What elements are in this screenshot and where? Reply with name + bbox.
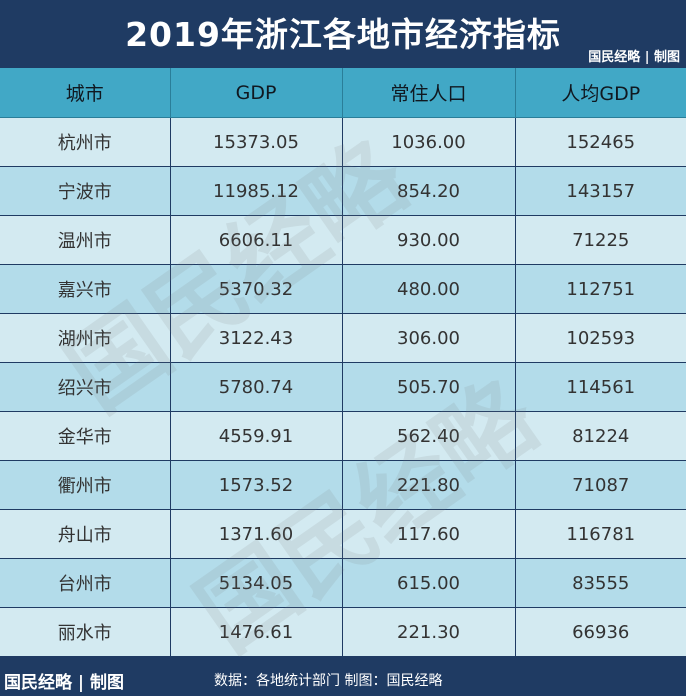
cell-population: 117.60 bbox=[342, 509, 516, 559]
cell-population: 854.20 bbox=[342, 166, 516, 216]
page-title: 2019年浙江各地市经济指标 bbox=[125, 15, 561, 54]
cell-gdp: 5370.32 bbox=[170, 264, 343, 314]
cell-gdp-per-capita: 71087 bbox=[515, 460, 686, 510]
cell-gdp-per-capita: 83555 bbox=[515, 558, 686, 608]
column-header-gdp: GDP bbox=[170, 68, 343, 118]
cell-gdp-per-capita: 71225 bbox=[515, 215, 686, 265]
cell-population: 221.30 bbox=[342, 607, 516, 657]
cell-gdp-per-capita: 114561 bbox=[515, 362, 686, 412]
cell-population: 615.00 bbox=[342, 558, 516, 608]
cell-gdp: 4559.91 bbox=[170, 411, 343, 461]
cell-population: 505.70 bbox=[342, 362, 516, 412]
column-header-population: 常住人口 bbox=[342, 68, 516, 118]
table-header-row: 城市 GDP 常住人口 人均GDP bbox=[0, 68, 686, 118]
brand-label-top: 国民经略 | 制图 bbox=[588, 50, 680, 65]
cell-city: 舟山市 bbox=[0, 509, 171, 559]
cell-gdp-per-capita: 81224 bbox=[515, 411, 686, 461]
cell-gdp-per-capita: 152465 bbox=[515, 117, 686, 167]
brand-label-bottom: 国民经略 | 制图 bbox=[4, 673, 125, 693]
cell-city: 台州市 bbox=[0, 558, 171, 608]
cell-gdp: 6606.11 bbox=[170, 215, 343, 265]
cell-population: 221.80 bbox=[342, 460, 516, 510]
cell-city: 丽水市 bbox=[0, 607, 171, 657]
cell-population: 562.40 bbox=[342, 411, 516, 461]
cell-city: 温州市 bbox=[0, 215, 171, 265]
header-bar: 2019年浙江各地市经济指标 国民经略 | 制图 bbox=[0, 0, 686, 68]
cell-gdp-per-capita: 143157 bbox=[515, 166, 686, 216]
cell-city: 绍兴市 bbox=[0, 362, 171, 412]
cell-population: 306.00 bbox=[342, 313, 516, 363]
cell-gdp: 11985.12 bbox=[170, 166, 343, 216]
footer-bar: 国民经略 | 制图 数据：各地统计部门 制图：国民经略 bbox=[0, 660, 686, 696]
cell-gdp-per-capita: 116781 bbox=[515, 509, 686, 559]
cell-city: 金华市 bbox=[0, 411, 171, 461]
table-row: 嘉兴市 5370.32 480.00 112751 bbox=[0, 264, 686, 314]
cell-gdp: 1573.52 bbox=[170, 460, 343, 510]
cell-city: 衢州市 bbox=[0, 460, 171, 510]
cell-gdp-per-capita: 102593 bbox=[515, 313, 686, 363]
cell-city: 湖州市 bbox=[0, 313, 171, 363]
table-row: 杭州市 15373.05 1036.00 152465 bbox=[0, 117, 686, 167]
cell-city: 宁波市 bbox=[0, 166, 171, 216]
cell-gdp: 1371.60 bbox=[170, 509, 343, 559]
cell-gdp: 3122.43 bbox=[170, 313, 343, 363]
cell-population: 1036.00 bbox=[342, 117, 516, 167]
cell-population: 480.00 bbox=[342, 264, 516, 314]
table-row: 温州市 6606.11 930.00 71225 bbox=[0, 215, 686, 265]
table-row: 绍兴市 5780.74 505.70 114561 bbox=[0, 362, 686, 412]
source-note: 数据：各地统计部门 制图：国民经略 bbox=[214, 673, 443, 689]
cell-gdp: 5134.05 bbox=[170, 558, 343, 608]
cell-gdp: 5780.74 bbox=[170, 362, 343, 412]
cell-city: 嘉兴市 bbox=[0, 264, 171, 314]
table-row: 衢州市 1573.52 221.80 71087 bbox=[0, 460, 686, 510]
cell-gdp: 15373.05 bbox=[170, 117, 343, 167]
table-row: 宁波市 11985.12 854.20 143157 bbox=[0, 166, 686, 216]
column-header-city: 城市 bbox=[0, 68, 171, 118]
column-header-gdp-per-capita: 人均GDP bbox=[515, 68, 686, 118]
table-row: 台州市 5134.05 615.00 83555 bbox=[0, 558, 686, 608]
cell-gdp: 1476.61 bbox=[170, 607, 343, 657]
table-row: 金华市 4559.91 562.40 81224 bbox=[0, 411, 686, 461]
cell-city: 杭州市 bbox=[0, 117, 171, 167]
data-table: 城市 GDP 常住人口 人均GDP 杭州市 15373.05 1036.00 1524… bbox=[0, 68, 686, 657]
cell-gdp-per-capita: 66936 bbox=[515, 607, 686, 657]
table-row: 丽水市 1476.61 221.30 66936 bbox=[0, 607, 686, 657]
cell-gdp-per-capita: 112751 bbox=[515, 264, 686, 314]
table-row: 湖州市 3122.43 306.00 102593 bbox=[0, 313, 686, 363]
table-row: 舟山市 1371.60 117.60 116781 bbox=[0, 509, 686, 559]
cell-population: 930.00 bbox=[342, 215, 516, 265]
